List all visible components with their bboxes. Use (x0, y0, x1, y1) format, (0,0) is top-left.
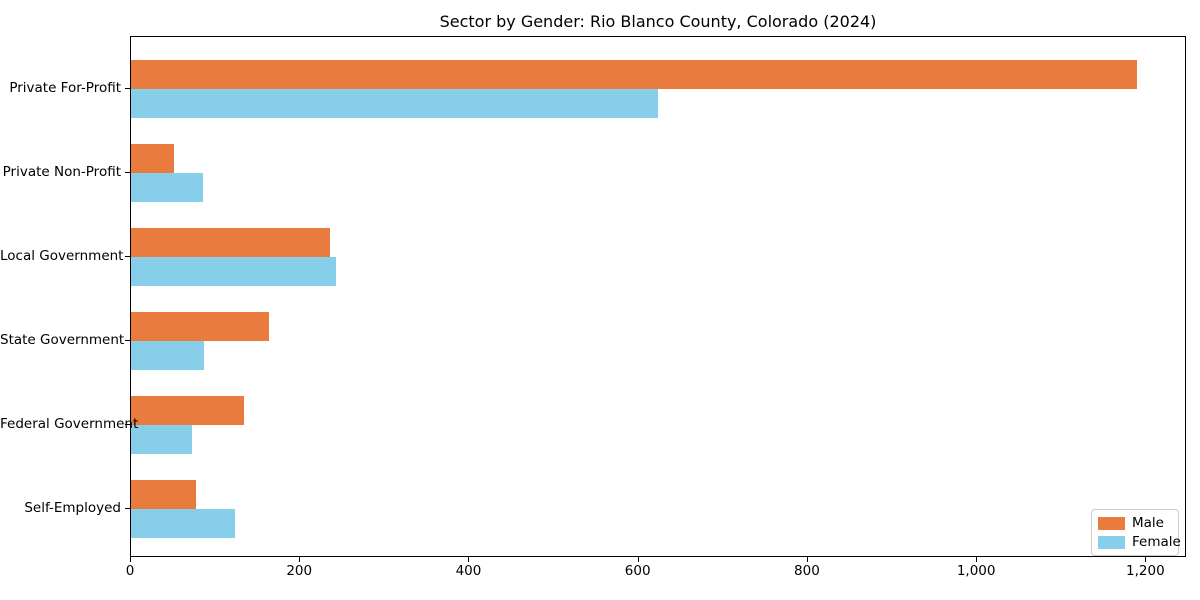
xtick-mark-1-000 (976, 557, 978, 562)
xtick-mark-800 (806, 557, 808, 562)
bar-female-state-government (131, 341, 204, 370)
bar-male-federal-government (131, 396, 244, 425)
ytick-label-state-government: State Government (0, 332, 125, 348)
bar-female-self-employed (131, 509, 236, 538)
ytick-mark-private-non-profit (125, 172, 130, 173)
legend-label-male: Male (1132, 515, 1164, 531)
ytick-label-self-employed: Self-Employed (24, 500, 121, 516)
bar-female-local-government (131, 257, 336, 286)
bar-female-federal-government (131, 425, 192, 454)
xtick-mark-400 (468, 557, 470, 562)
legend-row-male: Male (1098, 515, 1170, 531)
legend-swatch-male (1098, 516, 1125, 530)
xtick-mark-1-200 (1145, 557, 1147, 562)
legend: Male Female (1091, 509, 1181, 556)
xtick-label-600: 600 (624, 563, 651, 579)
ytick-label-federal-government: Federal Government (0, 416, 139, 432)
legend-label-female: Female (1132, 534, 1181, 550)
ytick-mark-self-employed (125, 508, 130, 509)
xtick-label-400: 400 (455, 563, 482, 579)
ytick-label-private-for-profit: Private For-Profit (9, 80, 121, 96)
ytick-label-private-non-profit: Private Non-Profit (2, 164, 121, 180)
bar-male-private-non-profit (131, 144, 175, 173)
legend-row-female: Female (1098, 534, 1181, 550)
bar-male-state-government (131, 312, 269, 341)
ytick-mark-local-government (125, 256, 130, 257)
bar-male-self-employed (131, 480, 197, 509)
xtick-label-1-000: 1,000 (956, 563, 996, 579)
ytick-mark-private-for-profit (125, 88, 130, 89)
bar-female-private-non-profit (131, 173, 203, 202)
plot-area (130, 36, 1186, 557)
legend-swatch-female (1098, 535, 1125, 549)
bar-male-private-for-profit (131, 60, 1138, 89)
xtick-label-200: 200 (286, 563, 313, 579)
chart-title: Sector by Gender: Rio Blanco County, Col… (439, 12, 877, 31)
xtick-label-0: 0 (125, 563, 135, 579)
xtick-mark-600 (637, 557, 639, 562)
ytick-label-local-government: Local Government (0, 248, 124, 264)
bar-female-private-for-profit (131, 89, 659, 118)
xtick-label-800: 800 (794, 563, 820, 579)
ytick-mark-state-government (125, 340, 130, 341)
xtick-mark-0 (130, 557, 131, 562)
xtick-mark-200 (299, 557, 301, 562)
xtick-label-1-200: 1,200 (1126, 563, 1165, 579)
ytick-mark-federal-government (125, 424, 130, 425)
bar-male-local-government (131, 228, 330, 257)
